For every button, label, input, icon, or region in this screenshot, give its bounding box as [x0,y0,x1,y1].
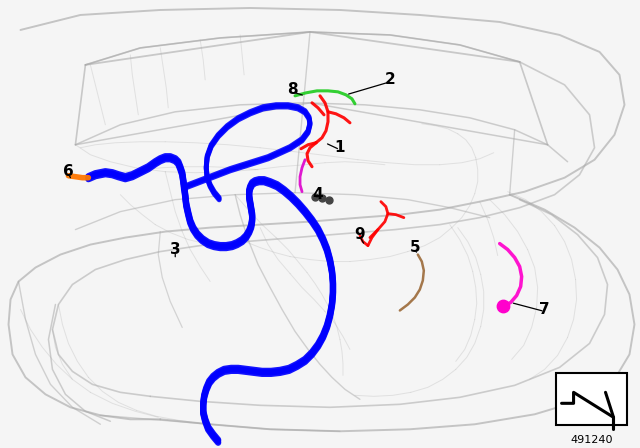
Text: 5: 5 [410,240,420,255]
Text: 2: 2 [385,73,396,87]
Point [497,303,508,310]
Text: 1: 1 [335,140,345,155]
Text: 9: 9 [355,227,365,242]
Text: 8: 8 [287,82,298,97]
Bar [556,373,627,425]
Point [310,193,320,200]
Point [317,194,327,201]
Text: 7: 7 [540,302,550,317]
Text: 491240: 491240 [570,435,612,445]
Text: 4: 4 [313,187,323,202]
Point [324,196,334,203]
Text: 3: 3 [170,242,180,257]
Text: 6: 6 [63,164,74,179]
